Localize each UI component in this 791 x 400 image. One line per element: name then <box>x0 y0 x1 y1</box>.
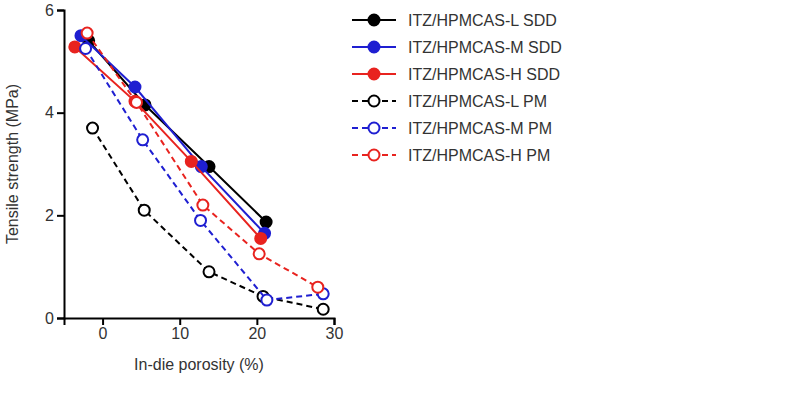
chart: 0 10 20 30 0 2 4 6 In-die porosity (%) Tensile st… <box>0 0 791 400</box>
tick: 2 <box>45 207 64 224</box>
legend-label: ITZ/HPMCAS-M SDD <box>408 39 562 56</box>
point <box>195 215 206 226</box>
tick-mark <box>334 318 336 325</box>
plot: 0 10 20 30 0 2 4 6 <box>45 2 343 343</box>
y-axis: 0 2 4 6 <box>45 2 64 327</box>
y-axis-title: Tensile strength (MPa) <box>4 84 21 244</box>
series-line <box>81 36 265 234</box>
series-line <box>93 128 324 309</box>
axis-line <box>57 11 65 319</box>
point <box>186 156 197 167</box>
legend-item: ITZ/HPMCAS-M SDD <box>352 39 562 56</box>
tick-label: 20 <box>248 325 266 342</box>
tick-mark <box>57 215 64 217</box>
point <box>80 43 91 54</box>
legend-marker <box>369 150 380 161</box>
tick-label: 30 <box>326 325 344 342</box>
tick: 0 <box>99 318 108 342</box>
legend-label: ITZ/HPMCAS-H SDD <box>408 66 560 83</box>
tick: 10 <box>171 318 189 342</box>
point <box>318 304 329 315</box>
legend-item: ITZ/HPMCAS-M PM <box>352 120 552 137</box>
point <box>87 123 98 134</box>
legend-item: ITZ/HPMCAS-L SDD <box>352 12 557 29</box>
legend-marker <box>369 69 380 80</box>
tick-mark <box>57 318 64 320</box>
tick-label: 4 <box>45 104 54 121</box>
x-axis-title: In-die porosity (%) <box>134 356 264 373</box>
legend-label: ITZ/HPMCAS-L PM <box>408 93 547 110</box>
point <box>255 233 266 244</box>
point <box>129 82 140 93</box>
series-line <box>86 49 324 301</box>
point <box>131 97 142 108</box>
point <box>69 41 80 52</box>
legend-label: ITZ/HPMCAS-M PM <box>408 120 552 137</box>
tick-mark <box>179 318 181 325</box>
tick-label: 6 <box>45 2 54 19</box>
point <box>312 282 323 293</box>
legend-item: ITZ/HPMCAS-H PM <box>352 147 550 164</box>
point <box>139 205 150 216</box>
tick-label: 2 <box>45 207 54 224</box>
legend-item: ITZ/HPMCAS-H SDD <box>352 66 560 83</box>
tick: 20 <box>248 318 266 342</box>
point <box>261 295 272 306</box>
tick-mark <box>57 10 64 12</box>
tick: 30 <box>326 318 344 342</box>
legend-marker <box>369 42 380 53</box>
series-line <box>87 33 318 287</box>
tick: 6 <box>45 2 64 19</box>
tick: 4 <box>45 104 64 121</box>
tick-mark <box>256 318 258 325</box>
legend-label: ITZ/HPMCAS-H PM <box>408 147 550 164</box>
data-area <box>69 28 328 315</box>
tick: 0 <box>45 310 64 327</box>
tick-label: 0 <box>45 310 54 327</box>
tick-mark <box>57 112 64 114</box>
tick-mark <box>102 318 104 325</box>
axis-line <box>65 319 335 326</box>
point <box>197 200 208 211</box>
point <box>82 28 93 39</box>
tick-label: 0 <box>99 325 108 342</box>
legend: ITZ/HPMCAS-L SDD ITZ/HPMCAS-M SDD ITZ/HPMC… <box>352 12 562 164</box>
x-axis: 0 10 20 30 <box>65 318 344 342</box>
tick-label: 10 <box>171 325 189 342</box>
point <box>204 266 215 277</box>
point <box>261 217 272 228</box>
point <box>137 134 148 145</box>
legend-label: ITZ/HPMCAS-L SDD <box>408 12 557 29</box>
legend-marker <box>369 96 380 107</box>
legend-item: ITZ/HPMCAS-L PM <box>352 93 547 110</box>
legend-marker <box>369 15 380 26</box>
point <box>254 248 265 259</box>
legend-marker <box>369 123 380 134</box>
